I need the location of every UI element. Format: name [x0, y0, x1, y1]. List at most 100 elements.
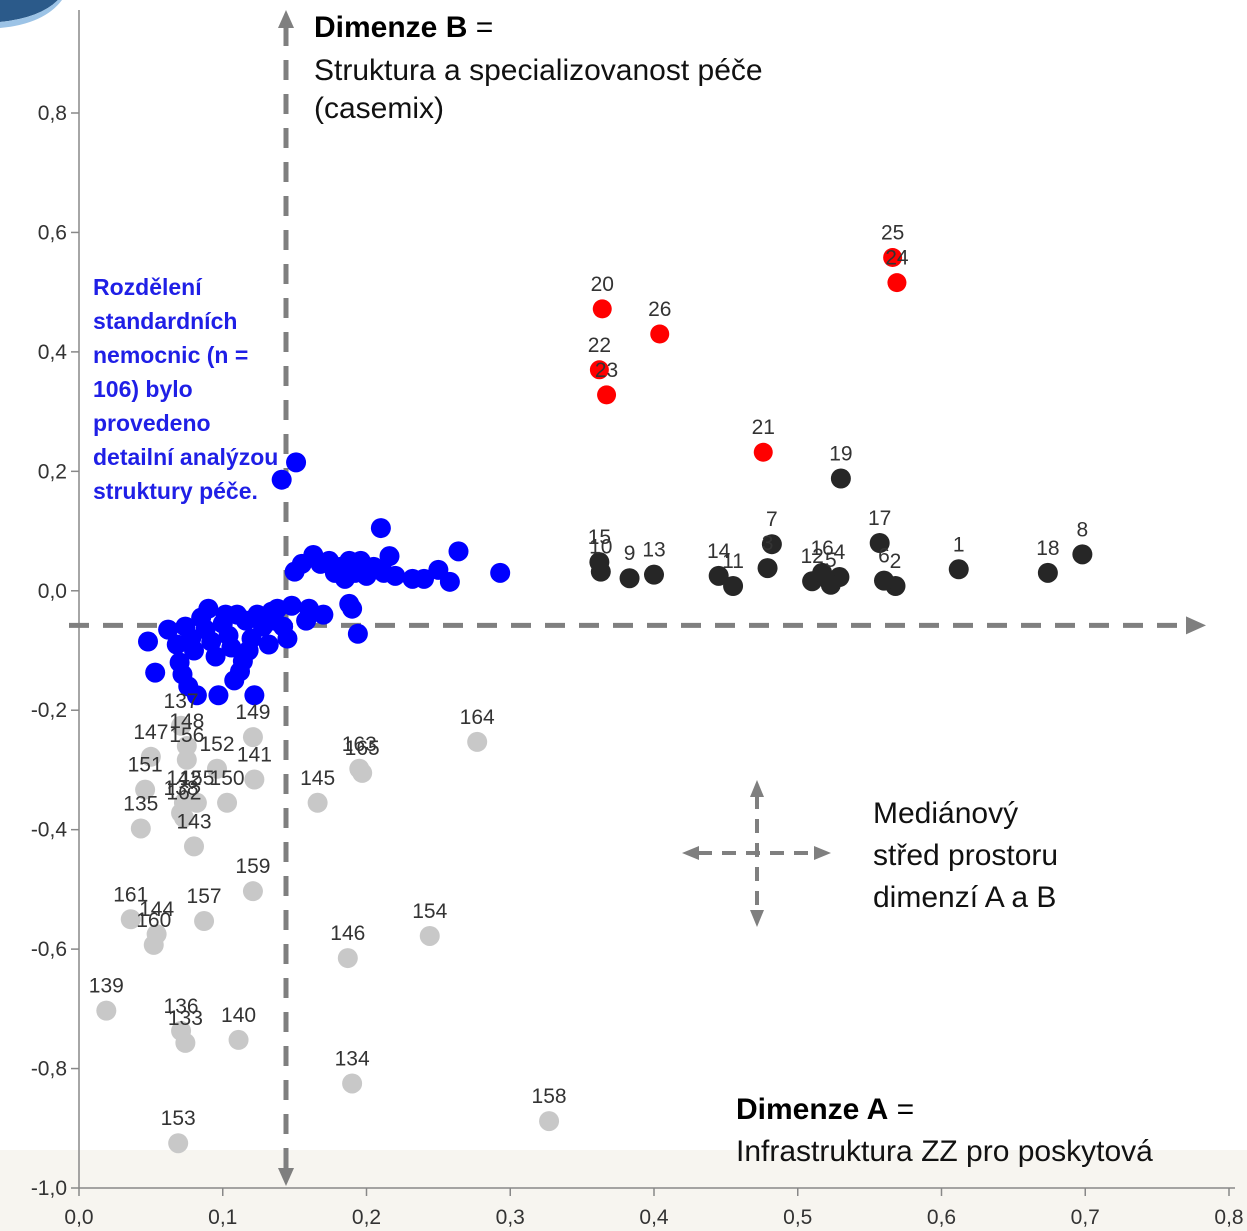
data-points	[96, 248, 1093, 1154]
cross-arrow-up	[750, 780, 764, 797]
red-point-22	[589, 360, 609, 380]
gray-point-159	[242, 881, 263, 902]
x-tick-label: 0,5	[783, 1206, 812, 1229]
x-tick-label: 0,7	[1071, 1206, 1100, 1229]
point-label-15: 15	[588, 526, 611, 549]
cross-arrow-right	[814, 846, 831, 860]
gray-point-136	[171, 1020, 192, 1041]
point-label-135: 135	[123, 792, 158, 815]
gray-point-152	[207, 758, 227, 779]
median-cross-icon	[682, 780, 831, 927]
y-tick-label: 0,0	[38, 580, 67, 603]
y-tick-label: -1,0	[31, 1177, 67, 1200]
blue-point	[385, 565, 406, 586]
gray-point-140	[228, 1029, 249, 1050]
blue-point	[271, 469, 292, 490]
point-label-2: 2	[890, 550, 902, 573]
point-label-148: 148	[169, 710, 204, 733]
y-tick-label: 0,2	[38, 460, 67, 483]
blue-point	[281, 595, 302, 616]
point-label-18: 18	[1036, 537, 1059, 560]
point-label-11: 11	[722, 550, 744, 573]
tick-labels: -1,0 -0,8 -0,6 -0,4 -0,2 0,0 0,2 0,4 0,6 0,8 0,0 0,…	[31, 102, 1244, 1229]
red-point-24	[887, 273, 907, 293]
point-label-165: 165	[345, 737, 380, 760]
point-label-8: 8	[1077, 518, 1089, 541]
x-tick-label: 0,8	[1214, 1206, 1243, 1229]
dimension-b-subtitle: Struktura a specializovanost péče (casem…	[314, 52, 934, 128]
point-label-9: 9	[624, 542, 636, 565]
point-label-139: 139	[89, 975, 124, 998]
gray-point-155	[186, 792, 207, 813]
gray-point-147	[140, 746, 161, 767]
median-note-line-3: dimenzí A a B	[873, 881, 1057, 914]
axes	[78, 10, 1235, 1189]
blue-point	[221, 637, 242, 658]
point-label-143: 143	[176, 810, 211, 833]
blue-point	[205, 646, 226, 667]
point-label-154: 154	[412, 900, 447, 923]
dimension-b-title: Dimenze B =	[314, 10, 493, 46]
black-point-15	[589, 552, 610, 573]
x-tick-label: 0,1	[208, 1206, 237, 1229]
median-vertical-arrow-up	[278, 10, 294, 28]
y-tick-label: 0,6	[38, 221, 67, 244]
blue-point	[339, 593, 360, 614]
point-label-144: 144	[139, 898, 174, 921]
red-point-26	[650, 324, 670, 344]
point-label-153: 153	[161, 1107, 196, 1130]
blue-point	[439, 571, 460, 592]
gray-point-137	[171, 715, 192, 736]
black-point-1	[948, 559, 969, 580]
point-label-151: 151	[128, 754, 163, 777]
median-center-note: Mediánový střed prostoru dimenzí A a B	[873, 793, 1173, 919]
median-vertical-arrow-down	[278, 1168, 294, 1186]
black-point-9	[619, 568, 640, 589]
point-label-22: 22	[588, 334, 611, 357]
red-point-21	[753, 442, 773, 462]
dimension-b-eq: =	[467, 11, 494, 44]
gray-point-145	[307, 792, 328, 813]
point-label-21: 21	[752, 416, 775, 439]
gray-point-151	[135, 779, 156, 800]
blue-point	[208, 685, 229, 706]
gray-point-143	[184, 836, 204, 857]
gray-point-135	[130, 818, 151, 839]
blue-point	[490, 562, 511, 583]
blue-point	[186, 685, 207, 706]
blue-point	[215, 604, 236, 625]
point-label-142: 142	[166, 767, 201, 790]
point-labels: 1331341351361371381391401411421431441451…	[89, 222, 1088, 1131]
black-point-17	[869, 533, 890, 553]
blue-point	[370, 518, 391, 539]
median-note-line-1: Mediánový	[873, 797, 1019, 830]
gray-point-139	[96, 1000, 117, 1021]
point-label-134: 134	[335, 1047, 370, 1070]
point-label-140: 140	[221, 1004, 256, 1027]
dimension-a-subtitle: Infrastruktura ZZ pro poskytová	[736, 1135, 1153, 1168]
black-point-11	[723, 576, 744, 596]
blue-point	[286, 452, 307, 473]
point-label-6: 6	[878, 545, 890, 568]
red-point-20	[592, 299, 612, 319]
point-label-13: 13	[642, 539, 665, 562]
point-label-149: 149	[235, 701, 270, 724]
blue-point	[158, 619, 179, 640]
y-tick-label: -0,6	[31, 938, 67, 961]
dimension-b-bold: Dimenze B	[314, 11, 468, 44]
black-point-7	[761, 534, 782, 555]
cross-arrow-left	[682, 846, 699, 860]
point-label-14: 14	[707, 540, 731, 563]
dimension-b-line-1: Struktura a specializovanost péče	[314, 54, 763, 87]
bottom-band-decoration	[0, 1150, 1247, 1231]
point-label-25: 25	[881, 222, 904, 245]
point-label-5: 5	[825, 549, 837, 572]
blue-point	[379, 546, 400, 567]
x-tick-label: 0,2	[352, 1206, 381, 1229]
blue-point	[145, 662, 166, 683]
point-label-137: 137	[164, 690, 199, 713]
point-label-162: 162	[166, 782, 201, 805]
point-label-155: 155	[179, 767, 214, 790]
point-label-159: 159	[235, 855, 270, 878]
y-tick-label: 0,8	[38, 102, 67, 125]
